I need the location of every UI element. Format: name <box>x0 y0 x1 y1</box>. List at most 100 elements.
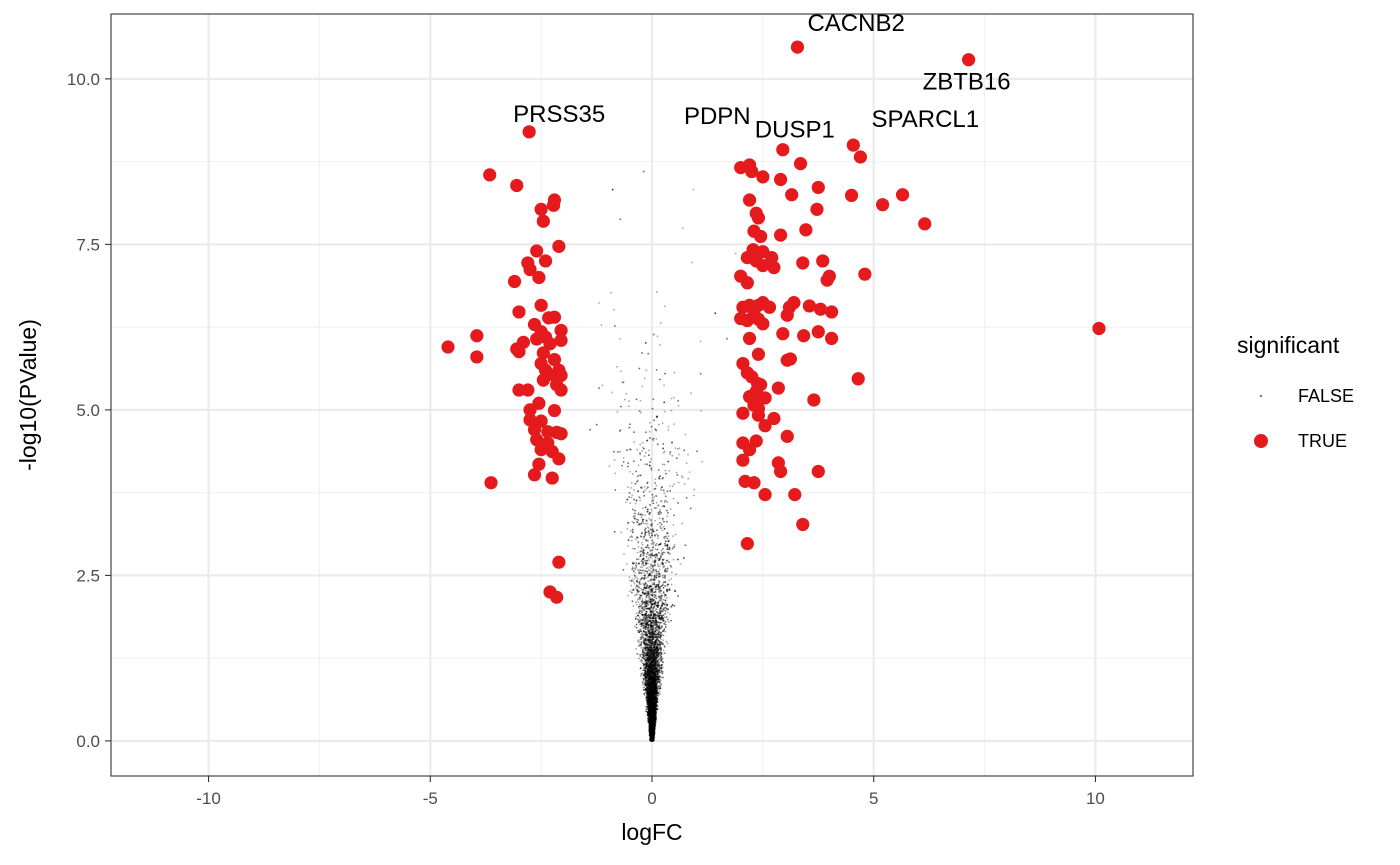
point-false <box>635 615 638 618</box>
point-false <box>651 636 654 639</box>
point-false <box>651 731 654 733</box>
point-false <box>626 545 629 547</box>
point-false <box>654 714 656 717</box>
point-false <box>631 536 634 539</box>
point-false <box>636 577 639 580</box>
point-false <box>638 607 641 610</box>
point-false <box>655 646 658 649</box>
point-false <box>647 603 650 606</box>
point-false <box>651 583 654 586</box>
point-false <box>650 725 653 728</box>
point-false <box>651 732 654 735</box>
point-false <box>652 720 655 723</box>
point-false <box>655 716 658 718</box>
point-false <box>655 629 658 632</box>
point-false <box>656 335 659 338</box>
point-false <box>652 711 655 714</box>
point-false <box>657 617 660 620</box>
point-false <box>665 640 668 643</box>
point-false <box>649 712 652 715</box>
point-false <box>666 515 669 518</box>
point-false <box>610 391 613 394</box>
point-false <box>651 735 653 738</box>
point-false <box>692 494 695 497</box>
point-false <box>652 734 655 737</box>
point-false <box>655 714 657 716</box>
point-false <box>655 576 658 579</box>
point-false <box>622 456 625 459</box>
point-false <box>652 657 654 660</box>
point-false <box>619 337 622 340</box>
major-gridlines <box>111 14 1193 776</box>
point-false <box>653 709 655 712</box>
point-false <box>634 502 637 505</box>
point-false <box>646 643 648 646</box>
point-false <box>623 553 625 555</box>
point-false <box>620 531 623 534</box>
point-false <box>652 730 655 733</box>
point-false <box>651 693 654 696</box>
point-false <box>651 715 654 718</box>
point-false <box>644 682 647 685</box>
point-false <box>651 730 654 733</box>
point-false <box>647 696 650 699</box>
point-false <box>650 737 653 740</box>
point-false <box>655 697 657 700</box>
point-false <box>644 527 647 530</box>
point-false <box>636 448 639 451</box>
point-false <box>654 666 657 669</box>
point-false <box>673 396 675 399</box>
point-false <box>649 650 652 653</box>
point-false <box>645 631 648 633</box>
point-false <box>649 702 652 705</box>
point-false <box>652 689 655 691</box>
point-false <box>649 725 652 728</box>
point-false <box>616 410 619 413</box>
point-false <box>668 579 670 582</box>
point-false <box>653 712 656 714</box>
point-false <box>650 735 653 738</box>
point-false <box>650 690 653 693</box>
point-false <box>646 664 649 666</box>
point-false <box>675 573 678 576</box>
point-false <box>645 689 648 692</box>
point-false <box>644 560 647 562</box>
point-false <box>630 584 633 587</box>
point-false <box>650 688 653 691</box>
point-false <box>652 721 655 723</box>
point-false <box>651 725 654 728</box>
point-false <box>652 722 655 725</box>
point-false <box>614 472 617 475</box>
point-false <box>643 377 646 380</box>
point-false <box>625 501 627 504</box>
point-false <box>642 656 644 659</box>
point-false <box>640 583 642 586</box>
point-false <box>649 712 652 715</box>
point-false <box>648 659 651 662</box>
point-false <box>663 616 666 619</box>
point-false <box>642 654 645 657</box>
point-false <box>652 734 654 736</box>
point-false <box>608 465 611 468</box>
point-false <box>652 732 655 735</box>
point-false <box>734 252 737 255</box>
point-false <box>650 729 653 732</box>
point-false <box>654 548 657 551</box>
point-false <box>650 726 653 729</box>
point-false <box>654 714 657 717</box>
point-false <box>649 549 651 551</box>
point-false <box>678 447 681 450</box>
point-false <box>631 566 634 569</box>
point-false <box>646 567 649 569</box>
point-false <box>642 617 645 619</box>
point-false <box>647 686 650 689</box>
point-false <box>634 572 636 575</box>
point-false <box>654 661 657 663</box>
point-false <box>601 384 604 387</box>
point-false <box>650 728 653 731</box>
point-false <box>642 507 644 510</box>
point-false <box>650 730 653 733</box>
point-false <box>661 505 664 508</box>
point-false <box>633 594 636 597</box>
point-false <box>649 654 652 656</box>
